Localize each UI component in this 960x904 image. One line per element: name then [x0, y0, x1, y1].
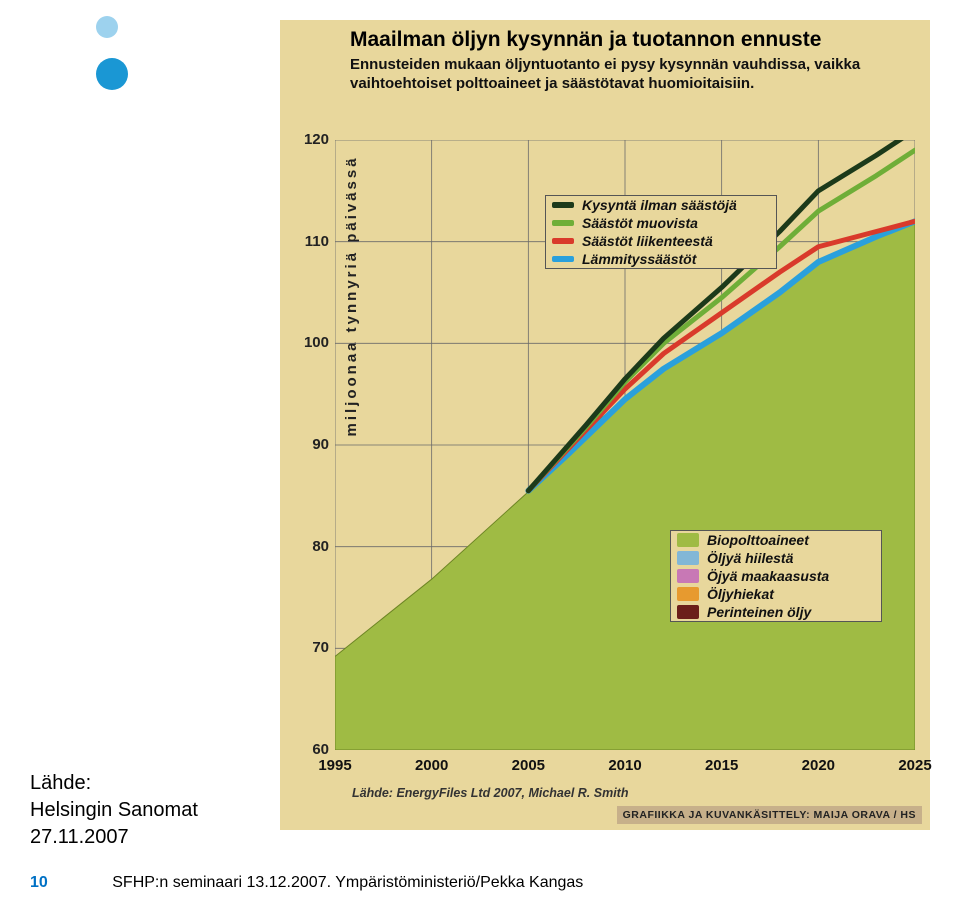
y-tick-label: 120 [295, 131, 329, 148]
legend-areas: Biopolttoaineet Öljyä hiilestä Öjyä maakaa… [670, 530, 882, 622]
y-tick-label: 100 [295, 334, 329, 351]
legend-swatch [677, 551, 699, 565]
legend-label: Säästöt muovista [582, 215, 698, 231]
plot-area: miljoonaa tynnyriä päivässä Kysyntä ilma… [335, 140, 915, 750]
legend-lines: Kysyntä ilman säästöjä Säästöt muovista Sä… [545, 195, 777, 269]
y-tick-label: 90 [295, 436, 329, 453]
page-number: 10 [30, 874, 48, 891]
chart-subtitle: Ennusteiden mukaan öljyntuotanto ei pysy… [350, 56, 910, 94]
legend-item: Biopolttoaineet [671, 531, 881, 549]
legend-item: Perinteinen öljy [671, 603, 881, 621]
legend-swatch [677, 533, 699, 547]
y-tick-label: 60 [295, 741, 329, 758]
legend-label: Lämmityssäästöt [582, 251, 696, 267]
legend-item: Öljyä hiilestä [671, 549, 881, 567]
legend-swatch [552, 256, 574, 262]
legend-item: Lämmityssäästöt [546, 250, 776, 268]
legend-swatch [552, 220, 574, 226]
image-caption: Lähde:Helsingin Sanomat27.11.2007 [30, 770, 250, 851]
x-tick-label: 2005 [498, 757, 558, 774]
legend-swatch [552, 202, 574, 208]
legend-swatch [552, 238, 574, 244]
chart-credit: GRAFIIKKA JA KUVANKÄSITTELY: MAIJA ORAVA… [617, 806, 922, 824]
x-tick-label: 2020 [788, 757, 848, 774]
slide-footer: 10 SFHP:n seminaari 13.12.2007. Ympärist… [30, 874, 583, 892]
footer-text: SFHP:n seminaari 13.12.2007. Ympäristömi… [112, 874, 583, 891]
x-tick-label: 2010 [595, 757, 655, 774]
chart-container: Maailman öljyn kysynnän ja tuotannon enn… [280, 20, 930, 830]
legend-item: Öljyhiekat [671, 585, 881, 603]
legend-label: Kysyntä ilman säästöjä [582, 197, 737, 213]
legend-item: Säästöt liikenteestä [546, 232, 776, 250]
bullet-dot-2 [96, 58, 128, 90]
x-tick-label: 1995 [305, 757, 365, 774]
legend-item: Säästöt muovista [546, 214, 776, 232]
legend-label: Öljyhiekat [707, 586, 774, 602]
bullet-dot-1 [96, 16, 118, 38]
legend-label: Säästöt liikenteestä [582, 233, 713, 249]
legend-swatch [677, 605, 699, 619]
chart-source: Lähde: EnergyFiles Ltd 2007, Michael R. … [352, 786, 628, 800]
legend-item: Kysyntä ilman säästöjä [546, 196, 776, 214]
legend-item: Öjyä maakaasusta [671, 567, 881, 585]
y-tick-label: 70 [295, 639, 329, 656]
y-tick-label: 80 [295, 538, 329, 555]
y-tick-label: 110 [295, 233, 329, 250]
legend-label: Öjyä maakaasusta [707, 568, 829, 584]
legend-label: Biopolttoaineet [707, 532, 809, 548]
chart-title: Maailman öljyn kysynnän ja tuotannon enn… [350, 28, 910, 52]
x-tick-label: 2025 [885, 757, 945, 774]
legend-label: Öljyä hiilestä [707, 550, 793, 566]
legend-swatch [677, 569, 699, 583]
legend-label: Perinteinen öljy [707, 604, 811, 620]
legend-swatch [677, 587, 699, 601]
x-tick-label: 2000 [402, 757, 462, 774]
x-tick-label: 2015 [692, 757, 752, 774]
